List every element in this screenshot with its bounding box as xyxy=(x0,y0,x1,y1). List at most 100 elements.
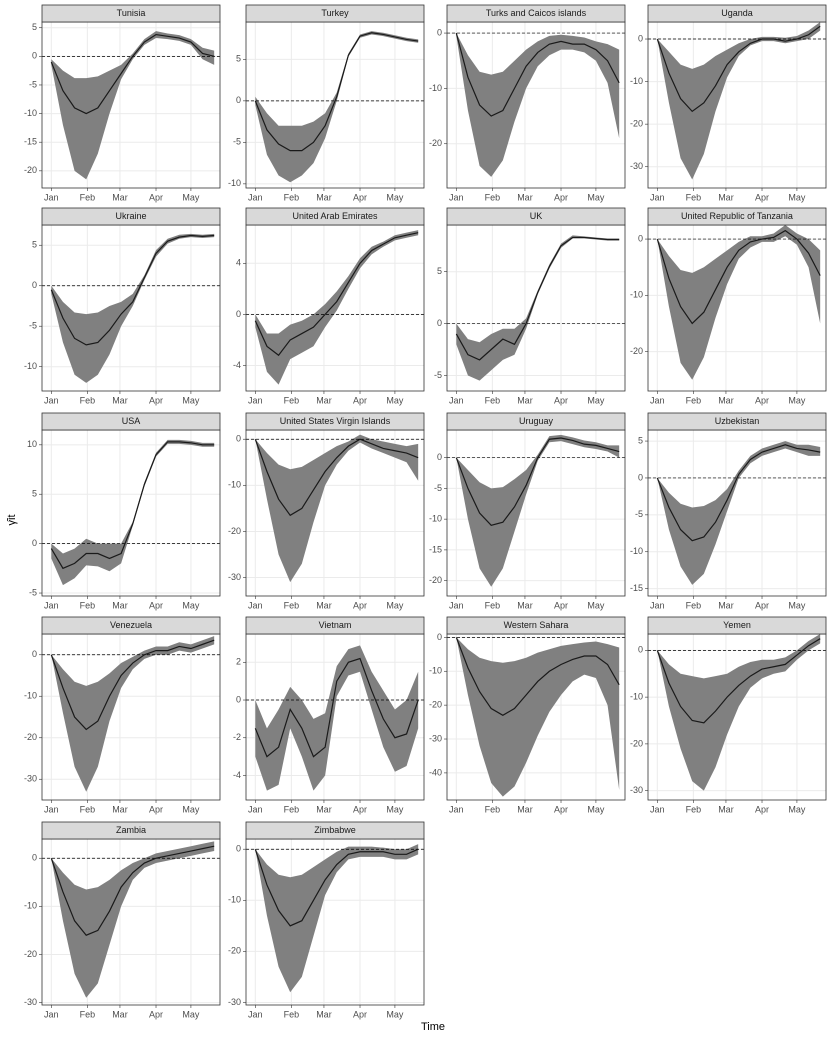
y-tick-label: 4 xyxy=(236,258,241,268)
estimate-line xyxy=(50,639,215,731)
y-tick-label: -5 xyxy=(29,321,37,331)
plot-area xyxy=(447,434,625,587)
x-tick-label: Feb xyxy=(80,804,96,814)
x-tick-label: May xyxy=(182,192,200,202)
y-tick-label: 5 xyxy=(32,22,37,32)
x-tick-label: Mar xyxy=(718,192,734,202)
panel: -20 -10 0 Jan Feb Mar Apr May Turks and Caicos i… xyxy=(429,4,626,202)
plot-area xyxy=(42,439,220,586)
strip-label: Turkey xyxy=(321,8,349,18)
plot-area xyxy=(42,636,220,792)
strip-label: United States Virgin Islands xyxy=(280,416,391,426)
x-tick-label: Mar xyxy=(718,804,734,814)
strip xyxy=(245,616,425,635)
x-tick-label: Jan xyxy=(248,804,263,814)
plot-area xyxy=(42,31,220,180)
estimate-line xyxy=(656,444,821,542)
x-tick-label: Apr xyxy=(353,395,367,405)
strip xyxy=(647,616,827,635)
plot-area xyxy=(246,230,424,385)
estimate-line xyxy=(656,638,821,724)
strip-label: United Republic of Tanzania xyxy=(681,211,793,221)
x-tick-label: Feb xyxy=(485,192,501,202)
y-tick-label: 5 xyxy=(236,54,241,64)
y-tick-label: -40 xyxy=(429,767,442,777)
x-tick-label: Feb xyxy=(80,192,96,202)
confidence-band xyxy=(657,634,821,791)
estimate-line xyxy=(455,437,620,526)
y-tick-label: -5 xyxy=(434,370,442,380)
y-tick-label: -20 xyxy=(24,732,37,742)
strip xyxy=(446,207,626,226)
y-tick-label: -5 xyxy=(635,509,643,519)
x-tick-label: Apr xyxy=(353,600,367,610)
y-tick-label: -30 xyxy=(630,161,643,171)
y-tick-label: 0 xyxy=(32,853,37,863)
y-tick-label: -20 xyxy=(24,949,37,959)
x-tick-label: Feb xyxy=(284,600,300,610)
panel: -5 0 5 Jan Feb Mar Apr May UK xyxy=(434,207,626,405)
x-tick-label: Jan xyxy=(449,804,464,814)
x-tick-label: Jan xyxy=(44,600,59,610)
y-tick-label: -20 xyxy=(429,138,442,148)
x-tick-label: Mar xyxy=(316,1009,332,1019)
plot-area xyxy=(42,233,220,383)
strip-label: UK xyxy=(530,211,543,221)
panel: -15 -10 -5 0 5 Jan Feb Mar Apr May Uzbekistan xyxy=(630,412,827,610)
y-tick-label: -15 xyxy=(630,583,643,593)
confidence-band xyxy=(51,841,215,998)
x-tick-label: Feb xyxy=(80,600,96,610)
estimate-line xyxy=(254,32,419,152)
y-tick-label: 0 xyxy=(437,452,442,462)
x-tick-label: Apr xyxy=(149,804,163,814)
y-tick-label: -10 xyxy=(630,546,643,556)
x-tick-label: Jan xyxy=(44,192,59,202)
strip-label: Uruguay xyxy=(519,416,554,426)
y-tick-label: -10 xyxy=(24,901,37,911)
strip xyxy=(446,4,626,23)
x-tick-label: Apr xyxy=(755,192,769,202)
estimate-line xyxy=(254,848,419,927)
y-tick-label: -10 xyxy=(429,83,442,93)
plot-area xyxy=(246,434,424,583)
x-tick-label: Apr xyxy=(149,192,163,202)
y-tick-label: 0 xyxy=(32,280,37,290)
x-tick-label: May xyxy=(386,600,404,610)
confidence-band xyxy=(657,22,821,180)
y-tick-label: -30 xyxy=(429,733,442,743)
x-tick-label: Jan xyxy=(650,804,665,814)
y-tick-label: -30 xyxy=(228,997,241,1007)
panel: -10 -5 0 5 Jan Feb Mar Apr May Ukraine xyxy=(24,207,221,405)
y-tick-label: -10 xyxy=(429,514,442,524)
confidence-band xyxy=(255,434,419,583)
x-tick-label: Feb xyxy=(284,192,300,202)
estimate-line xyxy=(254,232,419,357)
x-tick-label: Jan xyxy=(650,395,665,405)
x-tick-label: May xyxy=(788,192,806,202)
plot-area xyxy=(447,235,625,381)
x-tick-label: May xyxy=(386,804,404,814)
estimate-line xyxy=(455,637,620,717)
panel: -30 -20 -10 0 Jan Feb Mar Apr May Venezuela xyxy=(24,616,221,814)
estimate-line xyxy=(50,845,215,936)
estimate-line xyxy=(50,33,215,115)
y-tick-label: 0 xyxy=(236,95,241,105)
x-tick-label: Mar xyxy=(517,395,533,405)
x-tick-label: Mar xyxy=(718,395,734,405)
y-tick-label: -20 xyxy=(429,700,442,710)
x-tick-label: Feb xyxy=(284,804,300,814)
plot-area xyxy=(648,22,826,180)
y-tick-label: -30 xyxy=(24,774,37,784)
x-tick-label: May xyxy=(182,804,200,814)
confidence-band xyxy=(456,434,620,587)
y-tick-label: -10 xyxy=(630,76,643,86)
y-tick-label: -20 xyxy=(429,575,442,585)
y-tick-label: -10 xyxy=(228,178,241,188)
y-tick-label: 0 xyxy=(638,472,643,482)
x-tick-label: May xyxy=(182,1009,200,1019)
x-tick-label: Feb xyxy=(485,804,501,814)
y-tick-label: 0 xyxy=(236,434,241,444)
y-tick-label: -20 xyxy=(630,119,643,129)
x-tick-label: Apr xyxy=(353,192,367,202)
y-axis-title: γ̂it xyxy=(6,515,18,526)
